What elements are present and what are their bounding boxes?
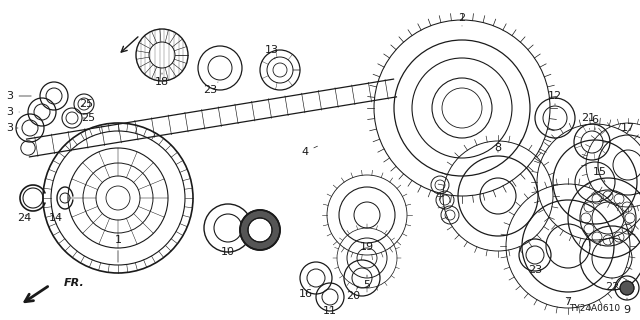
- Text: 12: 12: [548, 91, 562, 105]
- Text: 24: 24: [17, 213, 31, 223]
- Text: 13: 13: [265, 45, 279, 59]
- Text: 17: 17: [621, 123, 635, 133]
- Text: 1: 1: [115, 235, 122, 262]
- Text: 10: 10: [221, 247, 235, 257]
- Text: 4: 4: [301, 146, 317, 157]
- Text: 8: 8: [495, 143, 502, 153]
- Text: 14: 14: [49, 213, 63, 223]
- Text: 5: 5: [364, 275, 371, 290]
- Text: 15: 15: [593, 167, 607, 182]
- Text: 6: 6: [591, 115, 598, 130]
- Text: 20: 20: [346, 286, 360, 301]
- Circle shape: [248, 218, 272, 242]
- Text: 23: 23: [528, 265, 542, 275]
- Text: 25: 25: [79, 99, 93, 109]
- Text: FR.: FR.: [64, 278, 84, 288]
- Text: 22: 22: [605, 278, 619, 292]
- Text: 2: 2: [458, 13, 465, 26]
- Text: TY24A0610: TY24A0610: [569, 304, 620, 313]
- Text: 9: 9: [623, 298, 630, 315]
- Text: 7: 7: [564, 297, 572, 307]
- Text: 16: 16: [299, 286, 313, 299]
- Text: 18: 18: [155, 73, 169, 87]
- Circle shape: [240, 210, 280, 250]
- Text: 11: 11: [323, 306, 337, 316]
- Text: 3: 3: [6, 91, 31, 101]
- Text: 3: 3: [6, 123, 18, 133]
- Text: 23: 23: [203, 82, 218, 95]
- Text: 3: 3: [6, 107, 19, 117]
- Text: 19: 19: [360, 242, 374, 252]
- Circle shape: [620, 281, 634, 295]
- Text: 21: 21: [581, 113, 595, 129]
- Text: 25: 25: [81, 113, 95, 123]
